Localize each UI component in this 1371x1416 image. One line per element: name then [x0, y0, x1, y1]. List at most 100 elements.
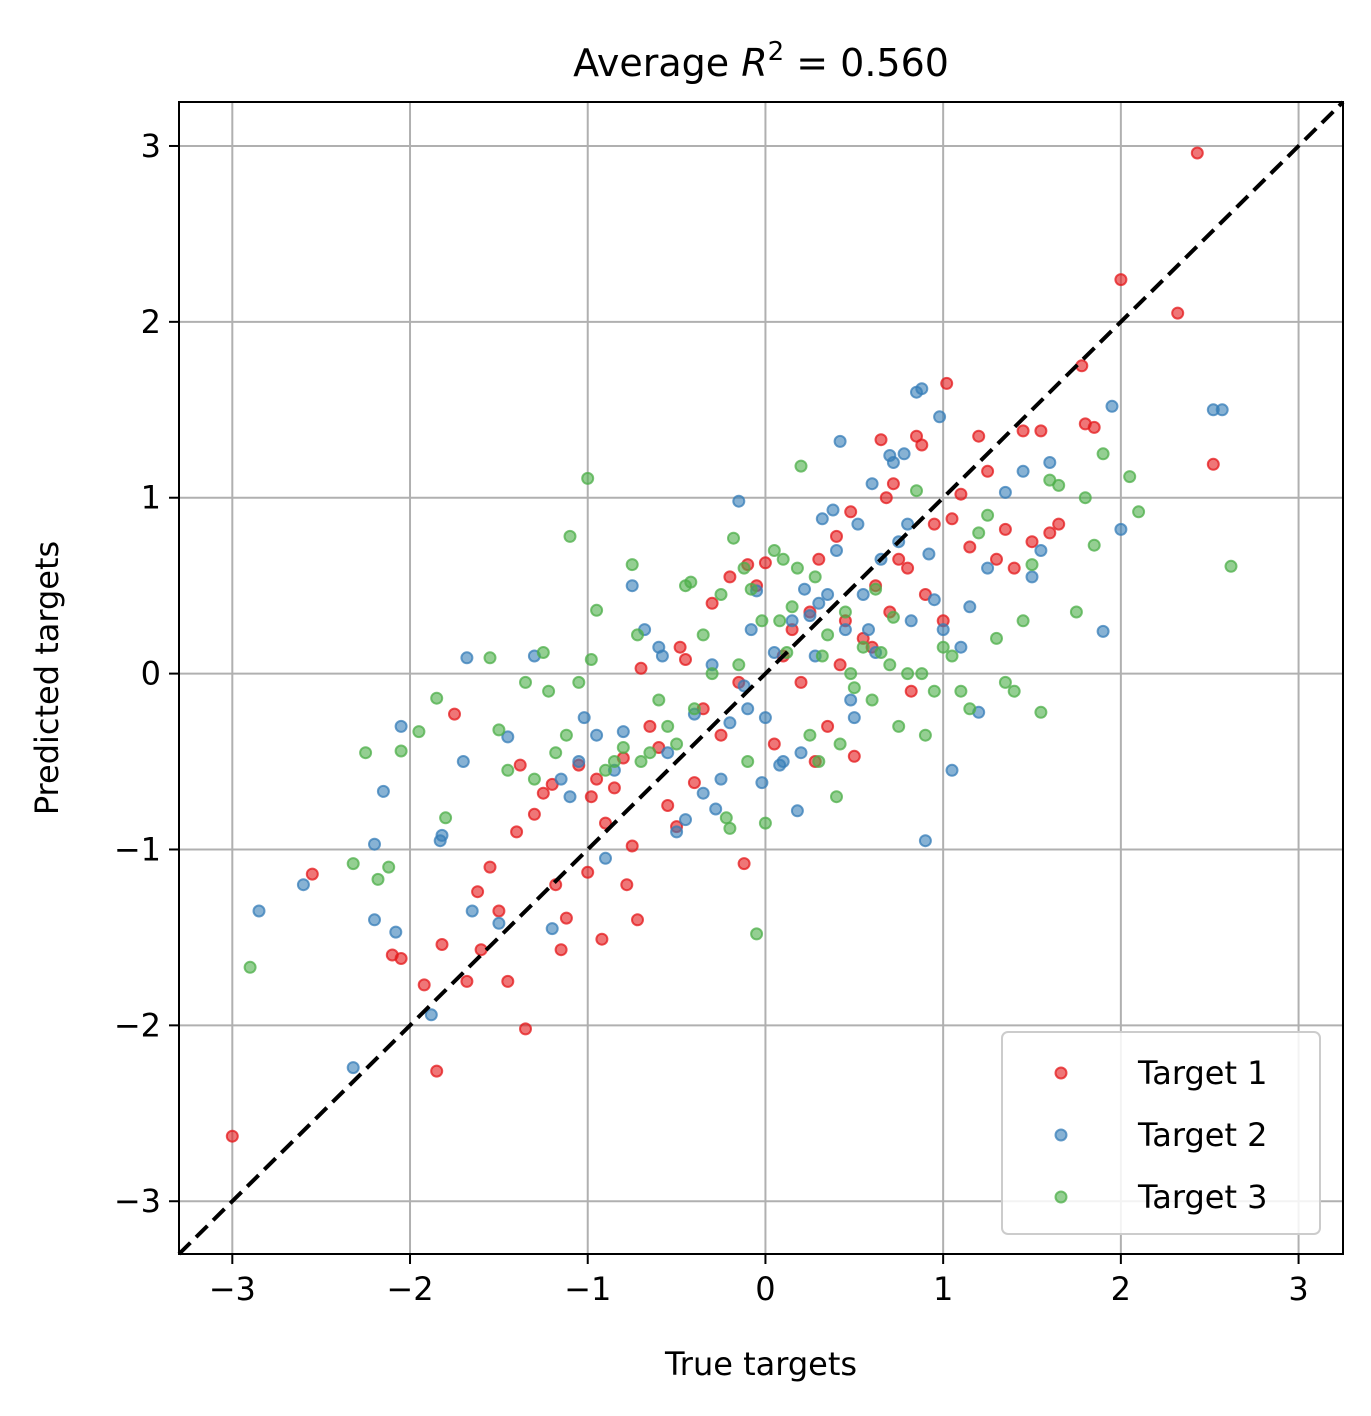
data-point: [439, 811, 453, 825]
data-point: [1034, 424, 1048, 438]
data-point: [1052, 517, 1066, 531]
data-point: [927, 517, 941, 531]
data-point: [670, 737, 684, 751]
data-point: [1007, 561, 1021, 575]
data-point: [874, 433, 888, 447]
data-point: [1171, 306, 1185, 320]
data-point: [719, 811, 733, 825]
data-point: [812, 552, 826, 566]
data-point: [767, 544, 781, 557]
data-point: [945, 763, 959, 777]
data-point: [812, 596, 826, 610]
data-point: [1052, 478, 1066, 492]
data-point: [758, 816, 772, 830]
data-point: [430, 1064, 444, 1078]
data-point: [559, 728, 573, 742]
series-3: [243, 447, 1238, 974]
x-tick-label: −1: [564, 1270, 611, 1308]
data-point: [448, 707, 461, 721]
data-point: [737, 561, 751, 575]
legend-box: [1001, 1031, 1321, 1235]
data-point: [963, 540, 977, 554]
data-point: [625, 558, 639, 572]
data-point: [581, 471, 595, 485]
data-point: [1087, 420, 1101, 434]
data-point: [1114, 273, 1128, 287]
data-point: [590, 603, 604, 617]
reference-line: [177, 100, 1345, 1256]
data-point: [368, 913, 381, 927]
data-point: [844, 667, 858, 681]
y-tick-label: 3: [141, 127, 161, 165]
data-point: [1025, 535, 1039, 549]
data-point: [755, 614, 769, 628]
data-point: [607, 781, 621, 795]
data-point: [790, 804, 804, 818]
data-point: [1087, 538, 1101, 552]
data-point: [744, 623, 758, 637]
data-point: [821, 719, 835, 733]
data-point: [901, 561, 915, 575]
title-variable: R: [741, 41, 767, 85]
data-point: [527, 807, 541, 821]
data-point: [862, 623, 875, 637]
data-point: [412, 725, 426, 739]
y-axis-ticks: −3 −2 −1 0 1 2 3: [114, 127, 179, 1220]
data-point: [865, 477, 879, 491]
data-point: [847, 681, 861, 695]
data-point: [599, 763, 612, 777]
data-point: [910, 484, 923, 498]
data-point: [1206, 457, 1220, 471]
data-point: [830, 529, 843, 543]
axes-frame: [178, 101, 1344, 1255]
legend-marker: [1054, 1066, 1068, 1080]
data-point: [595, 932, 609, 946]
data-point: [599, 816, 612, 830]
data-point: [625, 579, 639, 593]
data-point: [990, 631, 1003, 645]
data-point: [945, 649, 959, 663]
data-point: [933, 410, 947, 424]
data-point: [382, 860, 396, 874]
data-point: [346, 857, 360, 871]
data-point: [741, 755, 755, 768]
data-point: [1034, 544, 1048, 557]
data-point: [376, 784, 390, 798]
data-point: [1043, 456, 1057, 469]
data-point: [744, 582, 758, 596]
legend-label: Target 1: [1137, 1054, 1268, 1092]
data-point: [998, 485, 1012, 499]
x-tick-label: 1: [933, 1270, 953, 1308]
data-point: [679, 813, 692, 827]
data-point: [847, 749, 861, 763]
data-point: [305, 867, 319, 881]
data-point: [732, 494, 746, 508]
data-point: [661, 719, 675, 733]
data-point: [225, 1129, 239, 1143]
data-point: [833, 658, 847, 672]
data-point: [723, 821, 737, 835]
data-point: [465, 904, 479, 918]
data-point: [679, 653, 692, 666]
data-point: [776, 552, 790, 566]
data-point: [501, 974, 515, 988]
data-point: [631, 913, 644, 927]
data-point: [798, 582, 811, 596]
data-point: [981, 464, 995, 478]
data-point: [599, 851, 612, 865]
data-point: [794, 675, 808, 689]
series-1: [225, 146, 1220, 1143]
data-point: [1034, 705, 1048, 719]
data-point: [634, 755, 648, 768]
data-point: [838, 623, 852, 637]
data-point: [616, 725, 630, 739]
data-point: [990, 552, 1003, 566]
data-point: [705, 667, 719, 681]
data-point: [559, 911, 573, 925]
data-point: [368, 837, 381, 851]
data-point: [471, 885, 485, 899]
data-point: [883, 658, 897, 672]
data-point: [643, 746, 657, 760]
data-point: [631, 628, 644, 642]
